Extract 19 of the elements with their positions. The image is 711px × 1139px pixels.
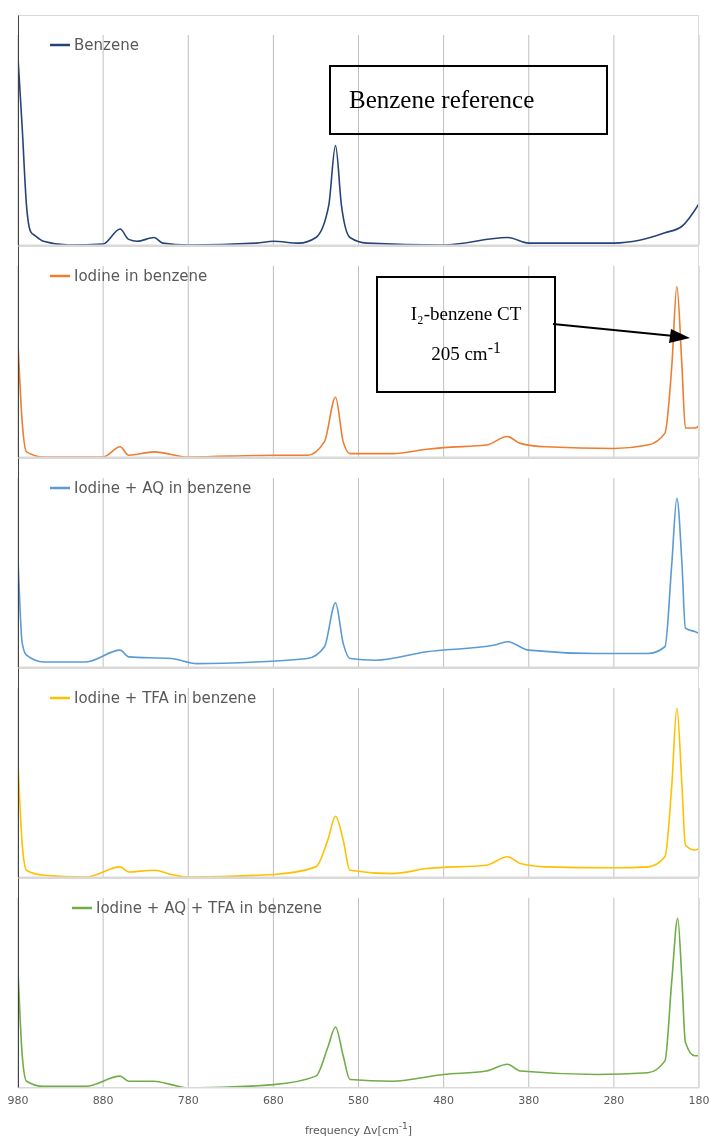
- callout-box: Benzene reference: [329, 65, 608, 135]
- x-axis-title: frequency Δv[cm$^{-1}$]: [303, 1120, 414, 1137]
- x-tick-label: 180: [688, 1093, 710, 1107]
- legend-label: Benzene: [74, 35, 139, 54]
- x-tick-label: 680: [262, 1093, 284, 1107]
- annotation: I₂-benzene CT 205 cm$^{-1}$: [410, 303, 522, 366]
- x-tick-label: 780: [177, 1093, 199, 1107]
- x-tick-label: 580: [348, 1093, 369, 1107]
- legend-label: Iodine + TFA in benzene: [74, 688, 257, 707]
- x-tick-label: 480: [433, 1093, 455, 1107]
- callout-box: I₂-benzene CT 205 cm$^{-1}$: [376, 276, 556, 393]
- x-tick-label: 980: [7, 1093, 29, 1107]
- x-tick-label: 380: [518, 1093, 540, 1107]
- x-tick-label: 280: [603, 1093, 625, 1107]
- x-tick-label: 880: [92, 1093, 114, 1107]
- legend-label: Iodine + AQ in benzene: [74, 478, 252, 497]
- annotation: Benzene reference: [349, 86, 535, 114]
- legend-label: Iodine + AQ + TFA in benzene: [96, 898, 323, 917]
- legend-label: Iodine in benzene: [74, 266, 208, 285]
